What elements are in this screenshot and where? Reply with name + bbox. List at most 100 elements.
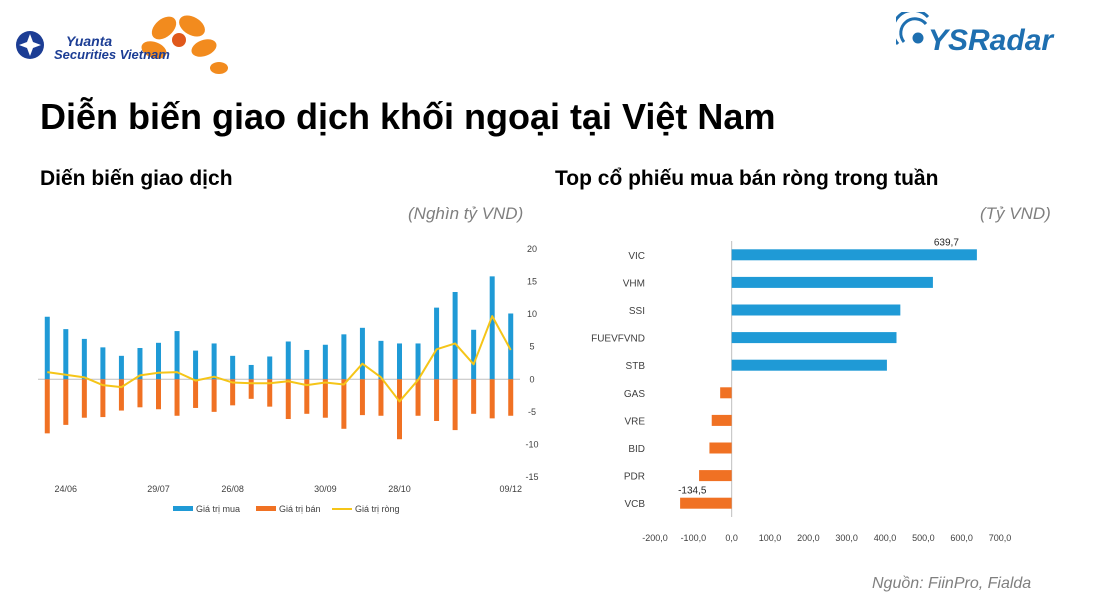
category-label: GAS xyxy=(624,389,645,400)
x-tick-label: -100,0 xyxy=(681,533,707,543)
sell-bar xyxy=(359,379,365,416)
buy-bar xyxy=(137,348,143,380)
buy-bar xyxy=(248,364,254,380)
svg-text:Yuanta: Yuanta xyxy=(66,33,112,49)
x-tick-label: 24/06 xyxy=(55,484,78,494)
sell-bar xyxy=(137,379,143,408)
yuanta-emblem-icon xyxy=(16,31,44,59)
sell-bar xyxy=(44,379,50,434)
sell-bar xyxy=(489,379,495,419)
buy-bar xyxy=(415,343,421,380)
stock-bar xyxy=(731,332,897,344)
legend-swatch xyxy=(173,506,193,511)
x-tick-label: -200,0 xyxy=(642,533,668,543)
x-tick-label: 0,0 xyxy=(725,533,738,543)
page-title: Diễn biến giao dịch khối ngoại tại Việt … xyxy=(40,96,776,137)
sell-bar xyxy=(378,379,384,416)
buy-bar xyxy=(304,349,310,380)
category-label: VIC xyxy=(628,251,645,262)
buy-bar xyxy=(44,316,50,380)
stock-bar xyxy=(731,304,901,316)
category-label: VHM xyxy=(623,278,645,289)
category-label: VCB xyxy=(624,499,645,510)
stock-bar xyxy=(731,359,887,371)
buy-bar xyxy=(156,342,161,380)
sell-bar xyxy=(211,379,217,412)
sell-bar xyxy=(304,379,310,414)
stock-bar xyxy=(731,249,977,261)
y-tick-label: 15 xyxy=(527,277,537,287)
x-tick-label: 30/09 xyxy=(314,484,337,494)
x-tick-label: 29/07 xyxy=(147,484,170,494)
x-tick-label: 100,0 xyxy=(759,533,782,543)
y-tick-label: -15 xyxy=(525,472,538,482)
y-tick-label: 0 xyxy=(529,374,534,384)
legend-label: Giá trị bán xyxy=(279,504,321,514)
sell-bar xyxy=(285,379,291,420)
sell-bar xyxy=(230,379,236,406)
sell-bar xyxy=(341,379,347,429)
stock-bar xyxy=(699,470,732,482)
y-tick-label: 20 xyxy=(527,244,537,254)
y-tick-label: 10 xyxy=(527,309,537,319)
buy-bar xyxy=(359,327,365,380)
category-label: SSI xyxy=(629,306,645,317)
sell-bar xyxy=(415,379,421,416)
buy-bar xyxy=(211,343,217,380)
x-tick-label: 700,0 xyxy=(989,533,1012,543)
buy-bar xyxy=(452,291,458,380)
source-note: Nguồn: FiinPro, Fialda xyxy=(872,575,1032,592)
ysradar-logo: YSRadar xyxy=(891,8,1101,62)
buy-bar xyxy=(267,356,273,380)
buy-bar xyxy=(285,341,291,380)
sell-bar xyxy=(322,379,328,418)
category-label: STB xyxy=(626,361,646,372)
x-tick-label: 28/10 xyxy=(388,484,411,494)
buy-bar xyxy=(378,340,384,380)
sell-bar xyxy=(452,379,458,431)
category-label: FUEVFVND xyxy=(591,334,645,345)
stock-bar xyxy=(720,387,732,399)
x-tick-label: 26/08 xyxy=(221,484,244,494)
sell-bar xyxy=(397,379,402,440)
legend-label: Giá trị ròng xyxy=(355,504,400,514)
sell-bar xyxy=(118,379,124,411)
sell-bar xyxy=(508,379,514,416)
sell-bar xyxy=(81,379,87,418)
sell-bar xyxy=(193,379,199,408)
y-tick-label: 5 xyxy=(529,342,534,352)
buy-bar xyxy=(489,276,495,380)
buy-bar xyxy=(230,355,236,380)
stock-bar xyxy=(680,497,732,509)
buy-bar xyxy=(341,334,347,380)
category-label: BID xyxy=(628,444,645,455)
x-tick-label: 200,0 xyxy=(797,533,820,543)
radar-waves-icon xyxy=(891,8,930,46)
right-chart-title: Top cổ phiếu mua bán ròng trong tuần xyxy=(555,167,939,190)
left-chart-title: Diến biến giao dịch xyxy=(40,167,233,190)
svg-text:YSRadar: YSRadar xyxy=(928,24,1055,57)
data-label: 639,7 xyxy=(934,237,959,248)
buy-bar xyxy=(322,344,328,380)
stock-bar xyxy=(709,442,732,454)
sell-bar xyxy=(267,379,273,407)
sell-bar xyxy=(471,379,477,414)
left-unit-label: (Nghìn tỷ VND) xyxy=(408,204,524,223)
y-tick-label: -5 xyxy=(528,407,536,417)
buy-bar xyxy=(434,307,440,380)
stock-bar xyxy=(731,276,933,288)
buy-bar xyxy=(118,355,124,380)
orchid-flower-icon xyxy=(141,15,228,74)
sell-bar xyxy=(63,379,69,425)
legend-swatch xyxy=(256,506,276,511)
buy-bar xyxy=(471,329,477,380)
sell-bar xyxy=(174,379,180,416)
y-tick-label: -10 xyxy=(525,439,538,449)
sell-bar xyxy=(156,379,161,410)
x-tick-label: 500,0 xyxy=(912,533,935,543)
buy-bar xyxy=(81,338,87,380)
right-unit-label: (Tỷ VND) xyxy=(980,204,1051,223)
x-tick-label: 09/12 xyxy=(499,484,522,494)
data-label: -134,5 xyxy=(678,486,707,497)
category-label: VRE xyxy=(624,416,645,427)
